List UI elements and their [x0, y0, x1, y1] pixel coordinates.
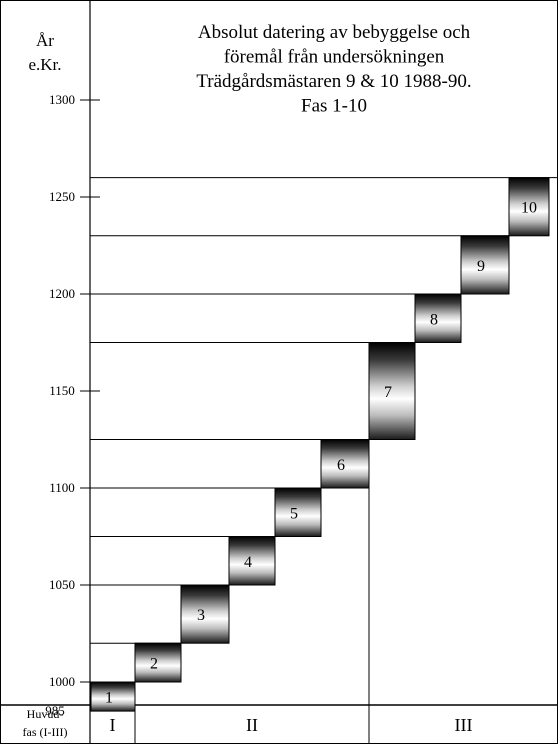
- y-axis-label-line: e.Kr.: [28, 55, 61, 74]
- main-phase-label: III: [455, 715, 473, 735]
- phase-bar-label: 9: [477, 258, 485, 275]
- main-phase-header-line: Huvud-: [27, 707, 64, 721]
- phase-bar-5: [274, 487, 322, 537]
- phase-bar-label: 8: [430, 311, 438, 328]
- phase-bar-9: [460, 235, 510, 295]
- y-axis-label-line: År: [36, 31, 54, 50]
- phase-bar-label: 5: [290, 505, 298, 522]
- chart-title-line: Fas 1-10: [301, 96, 367, 117]
- phase-bar-label: 3: [197, 607, 205, 624]
- main-phase-label: II: [246, 715, 258, 735]
- main-phase-label: I: [110, 715, 116, 735]
- y-tick-label: 1200: [49, 286, 75, 301]
- phase-bar-label: 10: [521, 200, 537, 217]
- y-tick-label: 1100: [49, 480, 75, 495]
- phase-bar-3: [180, 584, 230, 644]
- phase-bar-2: [134, 642, 182, 683]
- main-phase-header-line: fas (I-III): [23, 725, 68, 739]
- phase-bar-8: [414, 293, 462, 343]
- phase-bar-10: [508, 177, 550, 237]
- phase-bar-4: [228, 536, 276, 586]
- chart-title-line: Trädgårdsmästaren 9 & 10 1988-90.: [196, 71, 471, 92]
- phase-bar-label: 2: [150, 656, 158, 673]
- chart-title-line: Absolut datering av bebyggelse och: [198, 22, 471, 43]
- y-tick-label: 1250: [49, 189, 75, 204]
- phase-bar-1: [90, 681, 136, 712]
- y-start-label: 985: [45, 703, 65, 718]
- y-tick-label: 1050: [49, 577, 75, 592]
- phase-bar-label: 1: [105, 690, 113, 707]
- y-tick-label: 1000: [49, 674, 75, 689]
- phase-bar-7: [368, 342, 416, 440]
- phase-bar-label: 4: [244, 554, 252, 571]
- phase-bar-label: 6: [337, 457, 345, 474]
- phase-bar-label: 7: [384, 384, 392, 401]
- chart-title-line: föremål från undersökningen: [224, 47, 445, 68]
- y-tick-label: 1300: [49, 92, 75, 107]
- phase-bar-6: [320, 439, 370, 489]
- y-tick-label: 1150: [49, 383, 75, 398]
